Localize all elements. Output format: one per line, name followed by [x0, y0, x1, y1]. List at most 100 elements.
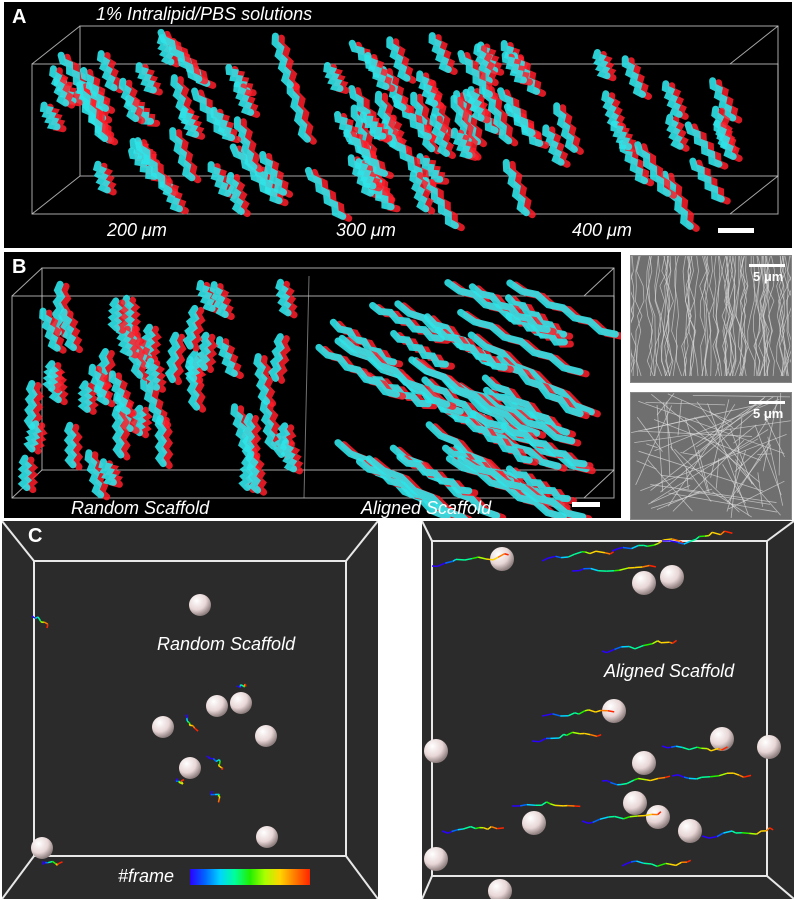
- aligned-bead-track: [606, 779, 611, 784]
- aligned-bead-track: [651, 863, 658, 867]
- random-fiber: [754, 425, 782, 496]
- random-track-cyan: [154, 415, 168, 468]
- aligned-bead-track: [552, 713, 561, 717]
- aligned-bead-track: [686, 859, 692, 863]
- tracking-volume-box: [345, 855, 378, 899]
- random-track-cyan: [17, 454, 33, 492]
- aligned-bead-track: [531, 740, 540, 743]
- random-track-cyan: [111, 405, 125, 459]
- particle-track-cyan: [661, 80, 683, 118]
- aligned-bead-track: [657, 811, 662, 816]
- aligned-bead-track: [669, 863, 677, 867]
- aligned-fiber: [703, 256, 710, 377]
- random-bead-track: [217, 794, 221, 798]
- particle-track-cyan: [191, 87, 228, 137]
- aligned-bead-track: [599, 816, 609, 820]
- particle-track-cyan: [713, 119, 737, 160]
- random-fiber: [728, 480, 785, 510]
- particle-track-cyan: [466, 86, 485, 122]
- aligned-bead-track: [671, 745, 677, 748]
- random-track-cyan: [63, 421, 78, 469]
- random-fiber: [680, 452, 703, 457]
- aligned-bead-track: [436, 562, 446, 568]
- aligned-fiber: [776, 256, 783, 377]
- random-track-cyan: [59, 308, 77, 352]
- tracer-bead: [206, 695, 228, 717]
- aligned-fiber: [662, 256, 672, 377]
- aligned-bead-track: [554, 804, 564, 807]
- aligned-fiber: [752, 256, 758, 377]
- particle-track-cyan: [118, 77, 140, 123]
- aligned-bead-track: [716, 832, 724, 838]
- random-track-cyan: [245, 450, 262, 494]
- panel-b-bounding-box: [11, 267, 43, 297]
- aligned-bead-track: [677, 774, 685, 778]
- random-track-cyan: [88, 363, 110, 406]
- random-bead-track: [46, 624, 49, 629]
- aligned-bead-track: [595, 550, 606, 554]
- random-bead-track: [217, 764, 223, 769]
- aligned-fiber: [731, 256, 737, 377]
- random-fiber: [656, 393, 675, 416]
- random-bead-track: [212, 758, 217, 763]
- particle-track-cyan: [364, 52, 390, 90]
- aligned-bead-track: [667, 746, 672, 749]
- aligned-track-cyan: [390, 330, 449, 368]
- aligned-bead-track: [765, 827, 771, 832]
- tracer-bead: [424, 847, 448, 871]
- aligned-bead-track: [504, 553, 509, 556]
- tracer-bead: [602, 699, 626, 723]
- random-track-red: [170, 333, 187, 386]
- particle-track-cyan: [225, 172, 245, 216]
- aligned-bead-track: [718, 772, 728, 777]
- particle-track-cyan: [689, 157, 725, 203]
- aligned-bead-track: [675, 745, 683, 749]
- aligned-bead-track: [622, 546, 632, 550]
- aligned-fiber: [786, 256, 791, 377]
- aligned-track-cyan: [481, 374, 570, 436]
- aligned-scaffold-title: Aligned Scaffold: [604, 661, 735, 681]
- particle-track-cyan: [684, 121, 723, 168]
- panel-a-volume-render: [31, 25, 779, 232]
- random-scaffold-tracks: [2, 521, 378, 899]
- particle-track-cyan: [355, 158, 377, 190]
- random-track-cyan: [259, 399, 277, 450]
- particle-track-cyan: [422, 177, 459, 230]
- aligned-track-cyan: [457, 455, 587, 518]
- aligned-bead-track: [567, 553, 575, 558]
- aligned-fiber: [778, 256, 787, 377]
- aligned-bead-track: [711, 531, 721, 536]
- aligned-bead-track: [710, 774, 720, 778]
- panel-a-bounding-box: [729, 25, 779, 65]
- aligned-bead-track: [721, 746, 728, 751]
- random-fiber: [733, 424, 757, 444]
- aligned-bead-track: [572, 731, 581, 735]
- random-fiber: [730, 417, 743, 518]
- frame-colorbar: [190, 869, 310, 885]
- particle-track-cyan: [286, 81, 311, 143]
- random-track-cyan: [279, 439, 298, 473]
- tracer-bead: [152, 716, 174, 738]
- aligned-bead-track: [447, 830, 452, 834]
- particle-track-cyan: [457, 50, 493, 98]
- aligned-track-cyan: [500, 422, 588, 468]
- random-fiber: [762, 396, 779, 472]
- aligned-bead-track: [619, 567, 629, 571]
- aligned-bead-track: [607, 709, 615, 713]
- aligned-fiber: [699, 256, 707, 377]
- aligned-bead-track: [601, 650, 607, 654]
- aligned-bead-track: [595, 709, 601, 713]
- aligned-bead-track: [445, 560, 454, 564]
- random-bead-track: [56, 863, 59, 866]
- panel-a-label: A: [12, 6, 27, 28]
- aligned-bead-track: [487, 826, 492, 830]
- aligned-bead-track: [657, 776, 666, 780]
- random-fiber: [645, 401, 726, 406]
- sem-bottom-scale-bar: [749, 401, 785, 404]
- aligned-bead-track: [590, 733, 598, 738]
- aligned-fiber: [682, 256, 692, 377]
- aligned-bead-track: [566, 731, 573, 736]
- aligned-bead-track: [634, 644, 644, 650]
- particle-track-cyan: [497, 87, 536, 137]
- aligned-bead-track: [706, 747, 712, 752]
